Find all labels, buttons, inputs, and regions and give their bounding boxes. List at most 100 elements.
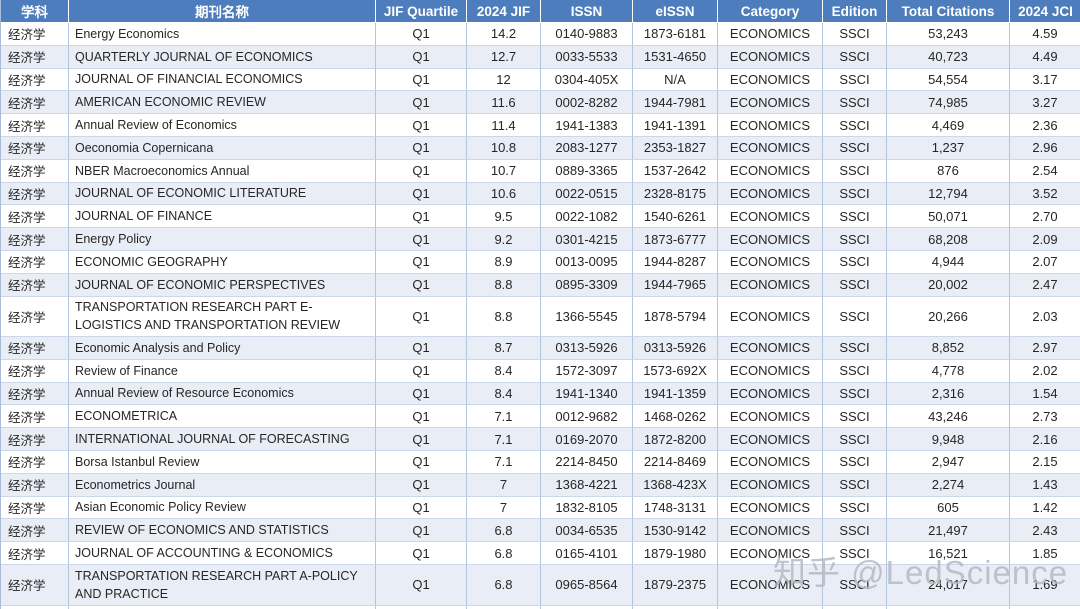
cell-category: ECONOMICS [718,451,823,474]
cell-edition: SSCI [823,91,887,115]
cell-eissn: 1540-6261 [633,205,718,229]
cell-journal-name: QUARTERLY JOURNAL OF ECONOMICS [69,45,376,69]
cell-total-citations: 40,723 [887,45,1010,69]
cell-jif-quartile: Q1 [376,473,467,497]
cell-2024-jci: 2.54 [1010,159,1080,183]
cell-category: ECONOMICS [718,250,823,274]
cell-journal-name: Annual Review of Resource Economics [69,382,376,406]
cell-subject: 经济学 [1,114,69,137]
table-row: 经济学 JOURNAL OF FINANCIAL ECONOMICS Q1 12… [1,68,1080,92]
table-row: 经济学 Asian Economic Policy Review Q1 7 18… [1,496,1080,520]
cell-category: ECONOMICS [718,228,823,251]
cell-eissn: 1879-1980 [633,542,718,566]
cell-category: ECONOMICS [718,473,823,497]
cell-eissn: 1879-2375 [633,565,718,606]
cell-eissn: 1944-8287 [633,250,718,274]
cell-journal-name: ECONOMETRICA [69,405,376,429]
cell-jif-quartile: Q1 [376,337,467,360]
cell-subject: 经济学 [1,68,69,92]
cell-total-citations: 21,497 [887,519,1010,543]
cell-2024-jci: 2.09 [1010,228,1080,251]
cell-eissn: 2328-8175 [633,182,718,206]
column-header-eissn: eISSN [633,0,718,23]
table-row: 经济学 INTERNATIONAL JOURNAL OF FORECASTING… [1,428,1080,452]
cell-eissn: 1941-1359 [633,382,718,406]
cell-2024-jif: 9.5 [467,205,541,229]
cell-issn: 1366-5545 [541,296,633,338]
table-row: 经济学 Review of Finance Q1 8.4 1572-3097 1… [1,359,1080,383]
cell-total-citations: 20,266 [887,296,1010,338]
cell-edition: SSCI [823,23,887,46]
cell-eissn: 1873-6777 [633,228,718,251]
cell-category: ECONOMICS [718,91,823,115]
cell-jif-quartile: Q1 [376,250,467,274]
cell-issn: 0022-0515 [541,182,633,206]
cell-total-citations: 12,794 [887,182,1010,206]
cell-2024-jif: 8.8 [467,296,541,338]
cell-issn: 2214-8450 [541,451,633,474]
cell-journal-name: AMERICAN ECONOMIC REVIEW [69,91,376,115]
cell-edition: SSCI [823,296,887,338]
cell-subject: 经济学 [1,428,69,452]
table-row: 经济学 JOURNAL OF ACCOUNTING & ECONOMICS Q1… [1,542,1080,566]
cell-2024-jif: 11.6 [467,91,541,115]
cell-total-citations: 2,316 [887,382,1010,406]
cell-2024-jci: 1.69 [1010,565,1080,606]
cell-eissn: 1944-7965 [633,273,718,297]
cell-2024-jif: 6.8 [467,542,541,566]
cell-total-citations: 4,778 [887,359,1010,383]
cell-jif-quartile: Q1 [376,405,467,429]
cell-2024-jci: 2.70 [1010,205,1080,229]
column-header-journal-name: 期刊名称 [69,0,376,23]
cell-journal-name: Econometrics Journal [69,473,376,497]
cell-total-citations: 68,208 [887,228,1010,251]
cell-eissn: 1748-3131 [633,496,718,520]
cell-total-citations: 20,002 [887,273,1010,297]
cell-category: ECONOMICS [718,428,823,452]
cell-2024-jci: 2.73 [1010,405,1080,429]
cell-edition: SSCI [823,273,887,297]
cell-2024-jci: 2.47 [1010,273,1080,297]
cell-issn: 0313-5926 [541,337,633,360]
cell-2024-jci: 2.03 [1010,296,1080,338]
cell-eissn: 1468-0262 [633,405,718,429]
cell-2024-jci: 1.54 [1010,382,1080,406]
cell-2024-jif: 10.6 [467,182,541,206]
cell-jif-quartile: Q1 [376,542,467,566]
cell-category: ECONOMICS [718,405,823,429]
cell-subject: 经济学 [1,519,69,543]
cell-2024-jci: 4.49 [1010,45,1080,69]
cell-2024-jci: 3.27 [1010,91,1080,115]
cell-journal-name: Energy Policy [69,228,376,251]
cell-journal-name: Economic Analysis and Policy [69,337,376,360]
cell-2024-jci: 2.16 [1010,428,1080,452]
table-row: 经济学 Energy Economics Q1 14.2 0140-9883 1… [1,23,1080,46]
cell-jif-quartile: Q1 [376,23,467,46]
cell-2024-jci: 1.43 [1010,473,1080,497]
cell-category: ECONOMICS [718,182,823,206]
cell-issn: 0165-4101 [541,542,633,566]
cell-2024-jif: 12 [467,68,541,92]
cell-jif-quartile: Q1 [376,68,467,92]
cell-jif-quartile: Q1 [376,114,467,137]
cell-2024-jif: 10.7 [467,159,541,183]
cell-subject: 经济学 [1,382,69,406]
cell-2024-jif: 12.7 [467,45,541,69]
cell-jif-quartile: Q1 [376,382,467,406]
cell-journal-name: Annual Review of Economics [69,114,376,137]
cell-2024-jif: 8.4 [467,382,541,406]
table-row: 经济学 Annual Review of Resource Economics … [1,382,1080,406]
table-row: 经济学 NBER Macroeconomics Annual Q1 10.7 0… [1,159,1080,183]
cell-eissn: 2214-8469 [633,451,718,474]
column-header-category: Category [718,0,823,23]
cell-issn: 0012-9682 [541,405,633,429]
cell-subject: 经济学 [1,565,69,606]
header-row: 学科 期刊名称 JIF Quartile 2024 JIF ISSN eISSN… [1,0,1080,23]
cell-journal-name: JOURNAL OF ACCOUNTING & ECONOMICS [69,542,376,566]
cell-category: ECONOMICS [718,296,823,338]
cell-category: ECONOMICS [718,565,823,606]
cell-2024-jif: 7 [467,473,541,497]
cell-eissn: 1873-6181 [633,23,718,46]
cell-total-citations: 605 [887,496,1010,520]
